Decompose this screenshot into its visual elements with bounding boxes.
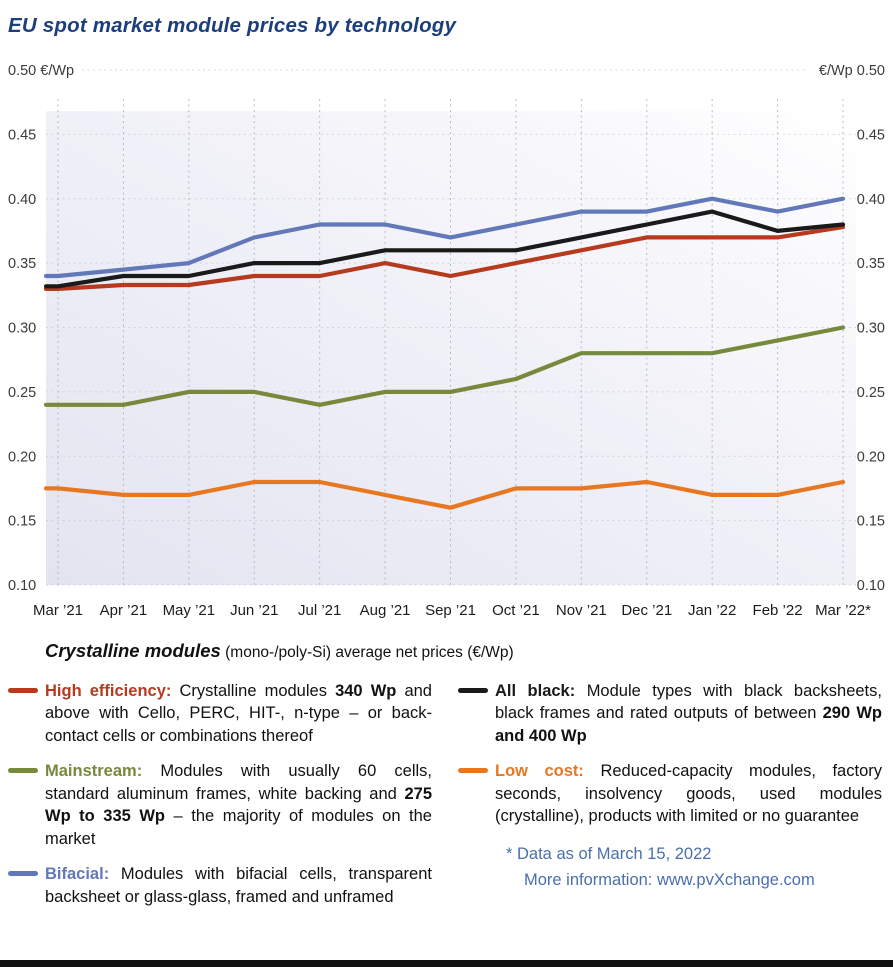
x-tick-label: Aug ’21 [360, 602, 411, 619]
low-cost-line-marker [458, 768, 488, 774]
subtitle-description: (mono-/poly-Si) average net prices (€/Wp… [220, 644, 514, 661]
legend-item-high-efficiency-text: High efficiency: Crystalline modules 340… [45, 682, 432, 745]
series-line-high-efficiency [43, 225, 846, 291]
footnote: * Data as of March 15, 2022 More informa… [506, 841, 882, 894]
legend-item-high-efficiency: High efficiency: Crystalline modules 340… [8, 680, 432, 747]
x-tick-label: Dec ’21 [621, 602, 672, 619]
x-tick-label: Sep ’21 [425, 602, 476, 619]
legend-item-all-black-text: All black: Module types with black backs… [495, 682, 882, 745]
y-tick-label-left: 0.50 €/Wp [8, 63, 74, 79]
data-as-of-note: * Data as of March 15, 2022 [506, 844, 712, 863]
x-tick-label: Jan ’22 [688, 602, 736, 619]
y-tick-label-left: 0.25 [8, 385, 36, 401]
y-tick-label-left: 0.20 [8, 449, 36, 465]
x-tick-label: Nov ’21 [556, 602, 607, 619]
series-line-mainstream [43, 325, 846, 407]
y-tick-label-left: 0.40 [8, 192, 36, 208]
y-tick-label-left: 0.30 [8, 321, 36, 337]
y-tick-label-right: 0.15 [857, 514, 885, 530]
chart-subtitle: Crystalline modules (mono-/poly-Si) aver… [45, 640, 893, 662]
y-tick-label-right: 0.20 [857, 449, 885, 465]
x-tick-label: Jun ’21 [230, 602, 278, 619]
legend-item-low-cost-text: Low cost: Reduced-capacity modules, fact… [495, 762, 882, 826]
more-info-note: More information: www.pvXchange.com [524, 871, 815, 890]
legend-column-right: All black: Module types with black backs… [458, 680, 882, 921]
mainstream-line-marker [8, 768, 38, 774]
legend-item-bifacial: Bifacial: Modules with bifacial cells, t… [8, 863, 432, 908]
y-tick-label-right: 0.10 [857, 578, 885, 594]
bottom-bar [0, 960, 893, 967]
y-tick-label-right: 0.35 [857, 256, 885, 272]
legend: High efficiency: Crystalline modules 340… [0, 674, 893, 921]
y-tick-label-left: 0.35 [8, 256, 36, 272]
y-tick-label-right: €/Wp 0.50 [819, 63, 885, 79]
legend-item-low-cost: Low cost: Reduced-capacity modules, fact… [458, 760, 882, 827]
gridlines [46, 69, 856, 586]
series-line-low-cost [43, 479, 846, 510]
y-tick-label-right: 0.25 [857, 385, 885, 401]
x-tick-label: Oct ’21 [492, 602, 540, 619]
chart-title: EU spot market module prices by technolo… [8, 14, 457, 37]
y-tick-label-left: 0.10 [8, 578, 36, 594]
x-tick-label: Mar ’21 [33, 602, 83, 619]
legend-column-left: High efficiency: Crystalline modules 340… [8, 680, 432, 921]
high-efficiency-line-marker [8, 688, 38, 693]
legend-item-mainstream-text: Mainstream: Modules with usually 60 cell… [45, 762, 432, 848]
legend-item-mainstream: Mainstream: Modules with usually 60 cell… [8, 760, 432, 850]
x-tick-label: Feb ’22 [753, 602, 803, 619]
x-tick-label: Jul ’21 [298, 602, 341, 619]
x-tick-label: Mar ’22* [815, 602, 871, 619]
series-line-all-black [43, 209, 846, 289]
x-tick-label: Apr ’21 [100, 602, 148, 619]
bifacial-line-marker [8, 871, 38, 877]
legend-item-bifacial-text: Bifacial: Modules with bifacial cells, t… [45, 865, 432, 906]
y-tick-label-right: 0.45 [857, 127, 885, 143]
y-tick-label-right: 0.40 [857, 192, 885, 208]
price-chart: 0.50 €/Wp €/Wp 0.50 0.45 0.45 0.40 0.40 0.35 0.… [8, 63, 885, 619]
y-tick-label-left: 0.45 [8, 127, 36, 143]
all-black-line-marker [458, 688, 488, 693]
legend-item-all-black: All black: Module types with black backs… [458, 680, 882, 747]
y-tick-label-left: 0.15 [8, 514, 36, 530]
x-tick-label: May ’21 [163, 602, 216, 619]
series-line-bifacial [43, 196, 846, 279]
subtitle-series-type: Crystalline modules [45, 640, 221, 661]
y-tick-label-right: 0.30 [857, 321, 885, 337]
